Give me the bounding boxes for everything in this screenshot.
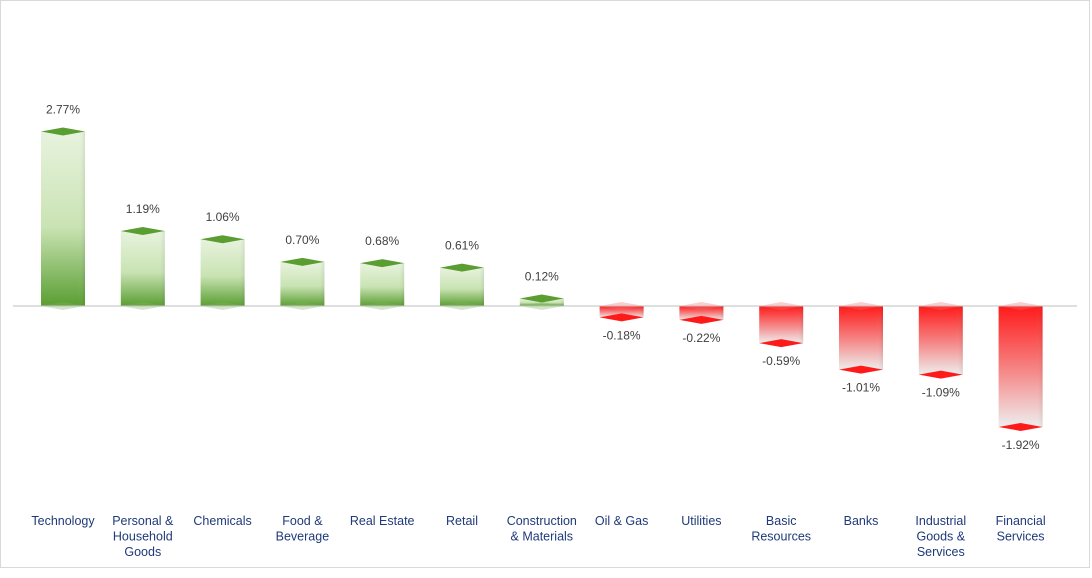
category-label-line: Resources (751, 530, 811, 544)
bars-layer (41, 127, 1043, 431)
category-label-line: Oil & Gas (595, 514, 649, 528)
bar-oil-gas (599, 302, 644, 322)
category-label: Banks (844, 514, 879, 528)
bar-chemicals (200, 235, 245, 310)
bar-shade (440, 267, 484, 306)
value-label: 2.77% (46, 102, 80, 116)
value-label: -1.09% (922, 386, 960, 400)
value-label: 0.61% (445, 239, 479, 253)
bar-personal-household-goods (120, 227, 165, 310)
bar-cap (998, 422, 1043, 431)
category-label-line: Financial (996, 514, 1046, 528)
value-label: 1.06% (206, 210, 240, 224)
bar-shade (759, 306, 804, 344)
bar-basic-resources (759, 302, 804, 348)
bar-cap (759, 339, 804, 348)
category-label-line: Construction (507, 514, 577, 528)
value-label: 0.12% (525, 269, 559, 283)
category-label: Chemicals (193, 514, 251, 528)
category-label-line: Goods (124, 545, 161, 559)
category-label-line: Real Estate (350, 514, 415, 528)
category-label: Utilities (681, 514, 721, 528)
value-labels-layer: 2.77% 1.19% 1.06% 0.70% 0.68% 0.61% 0.12% -0.18… (46, 102, 1040, 451)
bar-shade (120, 231, 165, 306)
category-label: Industrial Goods & Services (915, 514, 966, 559)
bar-shade (41, 131, 85, 306)
category-label-line: Services (917, 545, 965, 559)
bar-cap (200, 235, 245, 244)
bar-industrial-goods-services (918, 302, 963, 379)
category-label: Retail (446, 514, 478, 528)
value-label: -1.01% (842, 381, 880, 395)
bar-shade (280, 261, 325, 306)
bar-cap (918, 370, 963, 379)
category-label-line: Technology (31, 514, 95, 528)
bar-shade (200, 239, 245, 306)
bar-banks (839, 302, 883, 374)
bar-shade (599, 306, 644, 318)
category-label: Real Estate (350, 514, 415, 528)
category-label-line: Utilities (681, 514, 721, 528)
bar-real-estate (360, 259, 405, 310)
bar-cap (120, 227, 165, 236)
bar-utilities (679, 302, 724, 324)
bar-shade (918, 306, 963, 375)
category-label: Financial Services (996, 514, 1046, 544)
bar-retail (440, 263, 484, 310)
bar-technology (41, 127, 85, 310)
category-label-line: Goods & (916, 530, 965, 544)
category-label: Food & Beverage (276, 514, 330, 544)
value-label: -1.92% (1002, 438, 1040, 452)
category-label: Technology (31, 514, 95, 528)
bar-cap (679, 315, 724, 324)
category-label-line: & Materials (511, 530, 574, 544)
bar-shade (360, 263, 405, 306)
bar-shade (679, 306, 724, 320)
bar-construction-materials (519, 294, 564, 310)
value-label: 0.70% (285, 233, 319, 247)
category-label-line: Services (997, 530, 1045, 544)
bar-financial-services (998, 302, 1043, 431)
category-label: Oil & Gas (595, 514, 649, 528)
bar-cap (839, 365, 883, 374)
value-label: 1.19% (126, 202, 160, 216)
bar-shade (839, 306, 883, 370)
category-label-line: Chemicals (193, 514, 251, 528)
category-label: Construction & Materials (507, 514, 577, 544)
value-label: 0.68% (365, 234, 399, 248)
category-label-line: Basic (766, 514, 797, 528)
value-label: -0.18% (603, 328, 641, 342)
value-label: -0.59% (762, 354, 800, 368)
value-label: -0.22% (682, 331, 720, 345)
category-labels-layer: Technology Personal & Household Goods Chemic… (31, 514, 1045, 559)
bar-cap (41, 127, 85, 136)
category-label-line: Beverage (276, 530, 330, 544)
category-label-line: Food & (282, 514, 323, 528)
bar-cap (360, 259, 405, 268)
category-label-line: Retail (446, 514, 478, 528)
bar-cap (599, 313, 644, 322)
category-label: Personal & Household Goods (112, 514, 174, 559)
category-label-line: Industrial (915, 514, 966, 528)
category-label-line: Banks (844, 514, 879, 528)
bar-cap (440, 263, 484, 272)
category-label: Basic Resources (751, 514, 811, 544)
category-label-line: Personal & (112, 514, 174, 528)
bar-cap (280, 257, 325, 266)
category-label-line: Household (113, 530, 173, 544)
bar-food-beverage (280, 257, 325, 310)
bar-shade (998, 306, 1043, 427)
bar-cap (519, 294, 564, 303)
